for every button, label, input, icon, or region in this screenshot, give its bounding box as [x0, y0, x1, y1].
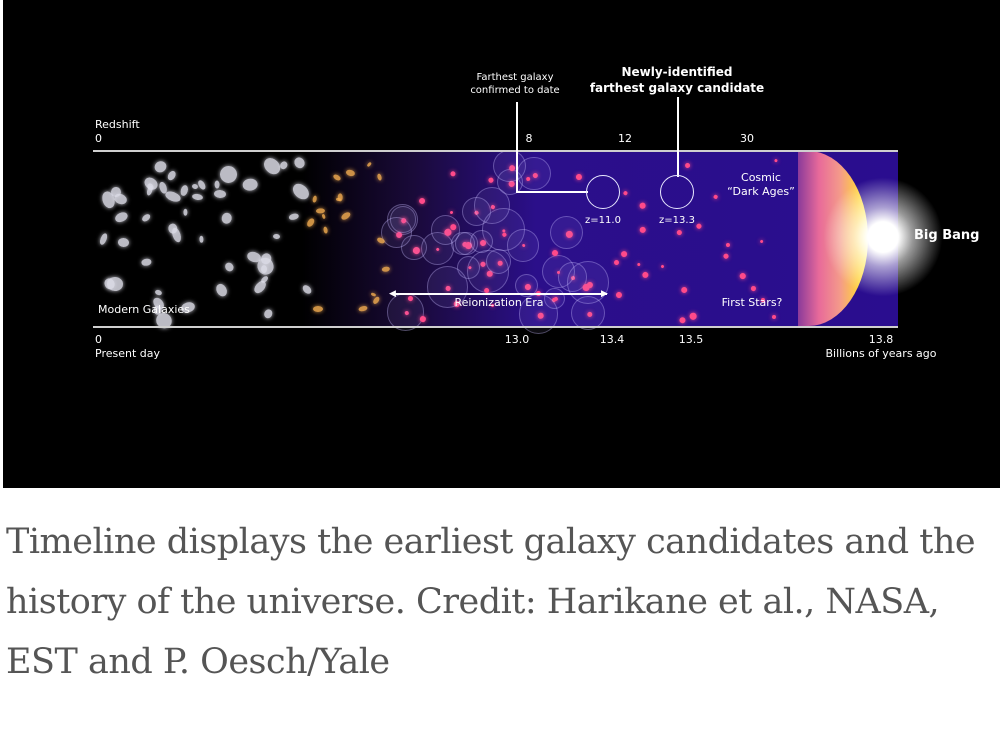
- first-stars-label: First Stars?: [721, 296, 783, 309]
- galaxy: [725, 242, 730, 248]
- ionized-bubble: [550, 215, 584, 249]
- redshift-label: Redshift: [95, 118, 140, 131]
- candidate-galaxy-circle: [660, 175, 694, 209]
- arrow-right-icon: ▶: [601, 289, 608, 299]
- ionized-bubble: [386, 293, 425, 331]
- galaxy: [183, 208, 188, 216]
- confirmed-redshift: z=11.0: [585, 215, 621, 226]
- time-tick: 13.4: [599, 333, 625, 346]
- dark-ages-label: Cosmic: [741, 171, 781, 184]
- big-bang-label: Big Bang: [914, 228, 980, 243]
- confirmed-galaxy-circle: [586, 175, 620, 209]
- redshift-tick: 0: [95, 132, 102, 145]
- ionized-bubble: [506, 229, 540, 262]
- ionized-bubble: [469, 229, 493, 254]
- reionization-era-label: Reionization Era: [454, 296, 544, 309]
- ionized-bubble: [486, 249, 511, 275]
- present-day-label: Present day: [95, 347, 161, 360]
- figure-caption: Timeline displays the earliest galaxy ca…: [6, 522, 976, 682]
- galaxy: [117, 237, 130, 247]
- time-tick: 13.8: [868, 333, 894, 346]
- redshift-tick: 30: [740, 132, 754, 145]
- big-bang-glow: [823, 177, 943, 297]
- ionized-bubble: [390, 206, 417, 233]
- arrow-left-icon: ◀: [389, 289, 396, 299]
- modern-galaxies-label: Modern Galaxies: [98, 303, 190, 316]
- galaxy: [214, 180, 220, 189]
- galaxy: [335, 197, 342, 202]
- ionized-bubble: [566, 261, 610, 304]
- confirmed-galaxy-label: confirmed to date: [470, 85, 560, 96]
- ionized-bubble: [426, 265, 469, 308]
- redshift-tick: 8: [525, 132, 533, 145]
- redshift-axis-line: [93, 150, 898, 152]
- galaxy: [312, 305, 323, 312]
- time-tick: 13.0: [504, 333, 530, 346]
- confirmed-galaxy-label: Farthest galaxy: [476, 72, 554, 83]
- candidate-galaxy-label: farthest galaxy candidate: [589, 81, 765, 95]
- time-tick: 0: [95, 333, 102, 346]
- candidate-pointer-line: [677, 97, 679, 177]
- time-tick: 13.5: [678, 333, 704, 346]
- ionized-bubble: [493, 149, 526, 182]
- dark-ages-label: “Dark Ages”: [727, 185, 795, 198]
- reionization-arrow: [393, 293, 607, 295]
- time-axis-line: [93, 326, 898, 328]
- confirmed-pointer-line: [516, 191, 588, 193]
- time-unit-label: Billions of years ago: [825, 347, 937, 360]
- universe-timeline-figure: Redshift 0 8 12 30 0 Present day 13.0 13…: [3, 0, 1000, 488]
- candidate-galaxy-label: Newly-identified: [621, 65, 733, 79]
- ionized-bubble: [473, 187, 511, 225]
- confirmed-pointer-line: [516, 102, 518, 192]
- candidate-redshift: z=13.3: [659, 215, 695, 226]
- redshift-tick: 12: [618, 132, 632, 145]
